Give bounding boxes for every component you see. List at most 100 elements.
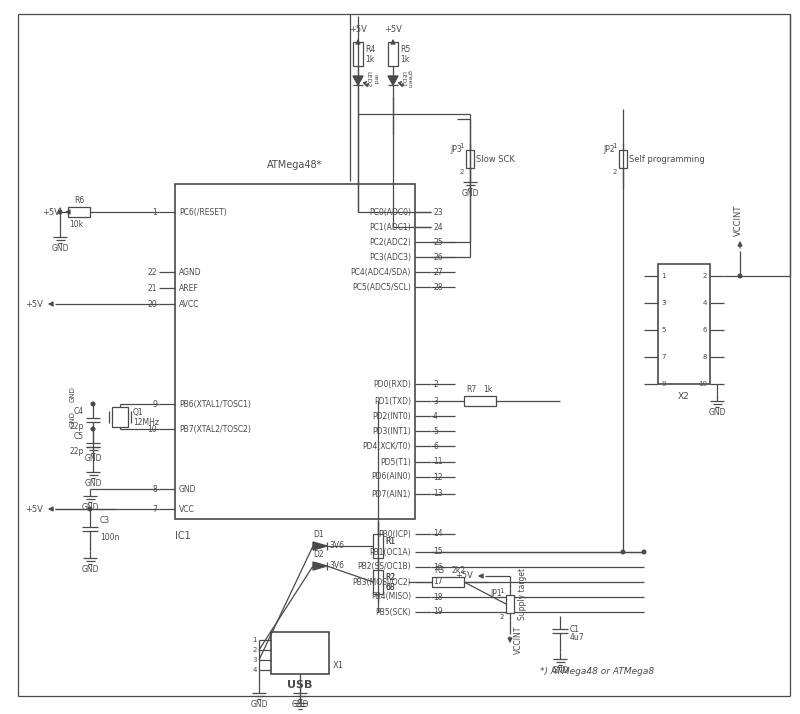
- Text: +5V: +5V: [25, 299, 43, 308]
- Text: R1: R1: [385, 536, 395, 545]
- Bar: [619, 150, 627, 168]
- Circle shape: [91, 427, 95, 431]
- Text: 22p: 22p: [70, 447, 84, 456]
- Text: C3: C3: [100, 516, 110, 525]
- Text: 68: 68: [385, 583, 394, 591]
- Text: PB3(MOSI/OC2): PB3(MOSI/OC2): [352, 578, 411, 586]
- Bar: [68, 207, 90, 217]
- Text: Supply target: Supply target: [518, 568, 527, 620]
- Text: JP2: JP2: [603, 144, 615, 154]
- Polygon shape: [313, 542, 327, 550]
- Text: PD6(AIN0): PD6(AIN0): [371, 473, 411, 481]
- Text: 2: 2: [613, 169, 617, 175]
- Text: PD5(T1): PD5(T1): [380, 458, 411, 466]
- Text: 16: 16: [433, 563, 442, 571]
- Text: 4: 4: [253, 667, 257, 673]
- Text: 2: 2: [702, 273, 707, 279]
- Text: 4: 4: [433, 411, 438, 421]
- Text: AREF: AREF: [179, 283, 198, 293]
- Text: LED1: LED1: [400, 71, 405, 87]
- Text: R4: R4: [365, 44, 375, 54]
- Text: USB: USB: [287, 680, 313, 690]
- Text: 1: 1: [253, 637, 257, 643]
- Text: 5: 5: [661, 327, 666, 333]
- Text: 2: 2: [500, 614, 504, 620]
- Bar: [175, 184, 415, 519]
- Text: 1k: 1k: [483, 385, 492, 394]
- Text: 28: 28: [433, 283, 442, 291]
- Text: PC3(ADC3): PC3(ADC3): [369, 253, 411, 261]
- Text: 12: 12: [433, 473, 442, 481]
- Text: 22: 22: [147, 268, 157, 276]
- Text: AGND: AGND: [179, 268, 202, 276]
- Bar: [432, 577, 464, 587]
- Text: +5V: +5V: [349, 25, 367, 34]
- Text: +5V: +5V: [455, 571, 473, 580]
- Text: 6: 6: [702, 327, 707, 333]
- Text: 26: 26: [433, 253, 442, 261]
- Text: 10k: 10k: [69, 220, 83, 229]
- Text: 6: 6: [433, 441, 438, 451]
- Text: 7: 7: [152, 505, 157, 513]
- Text: +5V: +5V: [42, 208, 60, 216]
- Text: LED2: LED2: [365, 71, 370, 87]
- Text: Self programming: Self programming: [629, 154, 705, 164]
- Text: red: red: [372, 74, 377, 84]
- Text: 2k2: 2k2: [451, 566, 465, 575]
- Text: 7: 7: [661, 354, 666, 360]
- Text: 23: 23: [433, 208, 442, 216]
- Polygon shape: [388, 76, 398, 85]
- Text: PC4(ADC4/SDA): PC4(ADC4/SDA): [350, 268, 411, 276]
- Bar: [353, 42, 363, 66]
- Text: JP1: JP1: [490, 590, 502, 598]
- Text: 3V6: 3V6: [329, 561, 344, 570]
- Text: 15: 15: [433, 548, 442, 556]
- Bar: [658, 264, 710, 384]
- Text: PD1(TXD): PD1(TXD): [374, 396, 411, 406]
- Text: GND: GND: [179, 485, 197, 493]
- Bar: [373, 534, 383, 558]
- Bar: [112, 407, 128, 427]
- Text: PB7(XTAL2/TOSC2): PB7(XTAL2/TOSC2): [179, 425, 251, 433]
- Text: GND: GND: [708, 408, 726, 417]
- Text: +5V: +5V: [25, 505, 43, 513]
- Text: 24: 24: [433, 223, 442, 231]
- Text: PB4(MISO): PB4(MISO): [371, 593, 411, 601]
- Text: 17: 17: [433, 578, 442, 586]
- Text: 12MHz: 12MHz: [133, 418, 159, 426]
- Text: R2: R2: [385, 573, 395, 581]
- Text: ATMega48*: ATMega48*: [267, 160, 322, 170]
- Text: 3: 3: [253, 657, 257, 663]
- Text: X2: X2: [678, 392, 690, 401]
- Text: AVCC: AVCC: [179, 299, 199, 308]
- Bar: [464, 396, 496, 406]
- Text: X1: X1: [333, 661, 344, 670]
- Text: D1: D1: [313, 530, 324, 539]
- Text: JP3: JP3: [450, 144, 462, 154]
- Text: 2: 2: [460, 169, 464, 175]
- Text: PD2(INT0): PD2(INT0): [372, 411, 411, 421]
- Text: 68: 68: [385, 583, 394, 591]
- Text: 1: 1: [499, 588, 504, 594]
- Circle shape: [622, 550, 625, 554]
- Text: 3V6: 3V6: [329, 541, 344, 550]
- Text: GND: GND: [82, 565, 98, 574]
- Circle shape: [738, 274, 742, 278]
- Text: R5: R5: [400, 44, 410, 54]
- Text: 4: 4: [702, 300, 707, 306]
- Text: 14: 14: [433, 530, 442, 538]
- Text: GND: GND: [70, 411, 76, 427]
- Text: GND: GND: [291, 700, 309, 709]
- Text: GND: GND: [551, 666, 569, 675]
- Text: PD0(RXD): PD0(RXD): [373, 380, 411, 388]
- Text: R3: R3: [434, 566, 444, 575]
- Text: GND: GND: [70, 386, 76, 402]
- Text: 13: 13: [433, 490, 442, 498]
- Text: 25: 25: [433, 238, 442, 246]
- Text: GND: GND: [84, 454, 102, 463]
- Text: 11: 11: [433, 458, 442, 466]
- Text: VCCINT: VCCINT: [514, 625, 523, 654]
- Text: 4u7: 4u7: [570, 633, 585, 641]
- Text: 1: 1: [613, 143, 617, 149]
- Bar: [466, 150, 474, 168]
